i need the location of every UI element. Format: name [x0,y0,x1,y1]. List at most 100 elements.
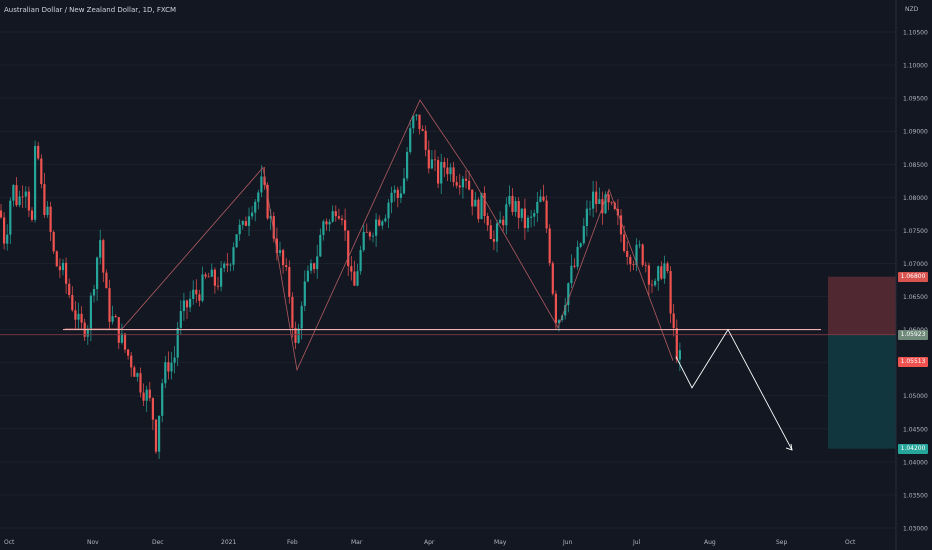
candle-body [607,194,610,203]
candle-body [595,191,598,204]
candle-body [483,192,486,217]
candle-body [486,216,489,226]
projection-path [675,328,793,451]
candle-body [675,328,678,360]
y-tick-label: 1.07000 [903,261,928,268]
candle-body [530,216,533,218]
candle-body [337,216,340,219]
candle-body [61,262,65,271]
x-tick-label: Feb [287,539,298,546]
candle-body [545,200,548,229]
candle-body [235,234,238,248]
candle-body [34,145,37,220]
candle-body [136,373,139,377]
candle-body [362,231,365,251]
candle-body [517,201,520,218]
candle-body [393,189,396,193]
take-profit-zone [828,334,896,449]
candle-body [260,176,263,193]
candle-body [58,266,61,271]
candle-body [505,204,508,226]
candle-body [294,327,297,343]
candle-body [164,362,167,384]
y-tick-label: 1.04000 [903,459,928,466]
candle-body [229,264,232,266]
candle-body [542,196,545,201]
candle-body [254,201,257,213]
candle-body [353,271,356,286]
candle-body [340,218,344,221]
candle-body [96,257,99,290]
candle-body [111,316,114,322]
candle-body [151,398,154,420]
candle-body [650,284,654,286]
x-tick-label: Sep [776,539,788,546]
candle-body [585,208,588,226]
y-tick-label: 1.08500 [903,162,928,169]
candle-body [480,192,483,220]
candle-body [130,355,133,368]
candle-body [272,216,275,239]
candle-body [508,195,511,205]
y-tick-label: 1.10500 [903,30,928,37]
candle-body [12,185,15,201]
candle-body [347,230,350,267]
candle-body [161,383,164,416]
candle-body [0,210,3,218]
candle-body [399,193,402,198]
candle-body [154,419,158,452]
candle-body [232,247,235,265]
candle-body [557,320,561,324]
candle-body [344,220,347,231]
candle-body [185,300,189,308]
candle-body [443,162,446,168]
candle-body [46,206,49,215]
candle-body [598,199,601,204]
candle-body [71,295,74,311]
candle-body [433,159,437,161]
candle-body [133,367,136,377]
candle-body [89,295,92,330]
candle-body [43,184,46,215]
candle-body [142,392,145,401]
candle-body [244,221,247,226]
projection-arrow-head [785,443,793,451]
candle-body [461,178,464,188]
stop-loss-zone [828,276,896,335]
candle-body [325,221,328,225]
candle-body [92,289,96,296]
candle-body [300,305,303,329]
candle-body [418,114,421,130]
candle-body [378,219,381,226]
candle-body [238,224,241,235]
candle-body [148,389,151,399]
position-zones [828,276,896,449]
candle-body [77,313,80,320]
candle-body [635,244,638,265]
candle-body [275,238,278,254]
candle-body [582,225,585,244]
x-tick-label: Jun [562,539,573,546]
candle-body [458,185,461,188]
x-tick-label: Apr [424,539,435,546]
candle-body [176,327,179,358]
candle-body [632,264,635,266]
candle-body [502,219,505,226]
x-tick-label: Jul [632,539,641,546]
candle-body [220,268,223,287]
target-price-tag: 1.04200 [898,443,928,454]
candle-body [641,244,644,265]
candle-body [65,262,68,284]
candle-body [396,189,399,198]
candle-body [210,269,213,277]
x-tick-label: Nov [87,539,99,546]
candle-body [588,208,592,210]
candle-body [306,270,309,282]
candle-body [40,158,43,185]
y-tick-label: 1.04500 [903,426,928,433]
candle-body [201,274,204,301]
candle-body [322,221,325,235]
candle-body [520,208,523,218]
candle-body [421,129,424,131]
